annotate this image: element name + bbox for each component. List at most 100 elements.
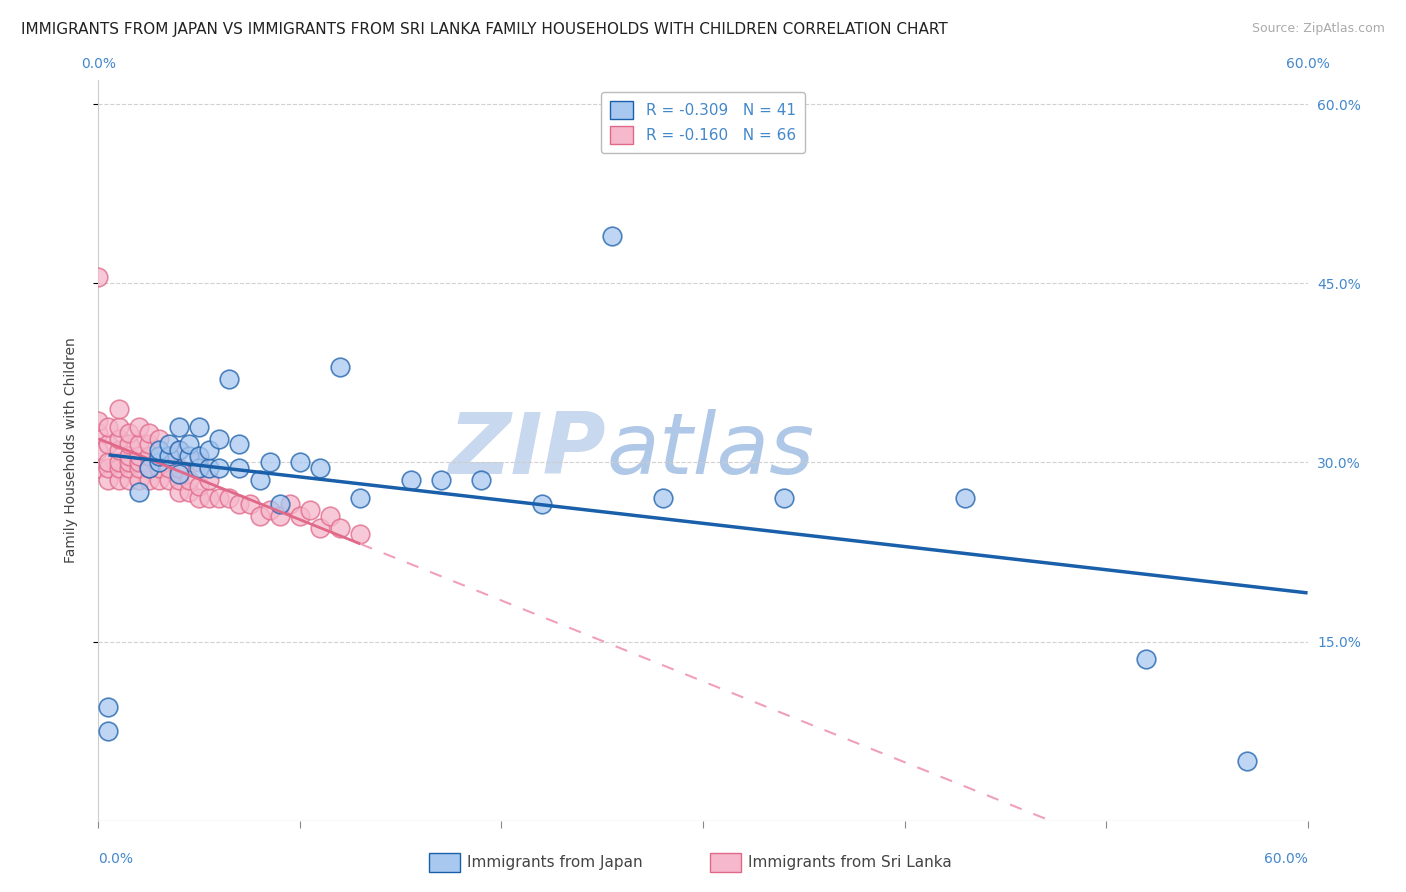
Point bbox=[349, 527, 371, 541]
Point bbox=[138, 437, 160, 451]
Point bbox=[309, 461, 332, 475]
Point bbox=[97, 437, 120, 451]
Point bbox=[188, 491, 211, 506]
Point bbox=[167, 467, 190, 482]
Point bbox=[107, 461, 129, 475]
Point bbox=[179, 450, 201, 464]
Point bbox=[651, 491, 673, 506]
Point bbox=[128, 473, 150, 487]
Point bbox=[198, 491, 221, 506]
Point bbox=[188, 479, 211, 493]
Text: ZIP: ZIP bbox=[449, 409, 606, 492]
Point bbox=[148, 473, 170, 487]
Point bbox=[118, 461, 141, 475]
Point bbox=[167, 443, 190, 458]
Point bbox=[128, 437, 150, 451]
Point bbox=[138, 461, 160, 475]
Point bbox=[128, 455, 150, 469]
Point bbox=[97, 700, 120, 714]
Point bbox=[198, 461, 221, 475]
Point bbox=[249, 509, 271, 524]
Point bbox=[259, 455, 281, 469]
Text: 0.0%: 0.0% bbox=[98, 852, 134, 866]
Point bbox=[218, 491, 240, 506]
Point bbox=[188, 455, 211, 469]
Point bbox=[259, 503, 281, 517]
Point bbox=[97, 473, 120, 487]
Point bbox=[157, 450, 180, 464]
Point bbox=[97, 455, 120, 469]
Point bbox=[208, 491, 231, 506]
Point bbox=[430, 473, 453, 487]
Point bbox=[179, 485, 201, 500]
Point bbox=[953, 491, 976, 506]
Point bbox=[188, 450, 211, 464]
Point bbox=[309, 521, 332, 535]
Point bbox=[269, 497, 291, 511]
Point bbox=[179, 473, 201, 487]
Text: Source: ZipAtlas.com: Source: ZipAtlas.com bbox=[1251, 22, 1385, 36]
Point bbox=[228, 437, 250, 451]
Point bbox=[97, 419, 120, 434]
Point bbox=[87, 425, 110, 440]
Text: Immigrants from Sri Lanka: Immigrants from Sri Lanka bbox=[748, 855, 952, 870]
Point bbox=[167, 461, 190, 475]
Point bbox=[228, 497, 250, 511]
Point bbox=[138, 425, 160, 440]
Point bbox=[299, 503, 322, 517]
Point bbox=[107, 443, 129, 458]
Point bbox=[87, 461, 110, 475]
Point bbox=[118, 450, 141, 464]
Point bbox=[288, 509, 311, 524]
Legend: R = -0.309   N = 41, R = -0.160   N = 66: R = -0.309 N = 41, R = -0.160 N = 66 bbox=[602, 92, 804, 153]
Point bbox=[228, 461, 250, 475]
Point bbox=[278, 497, 301, 511]
Point bbox=[107, 432, 129, 446]
Point bbox=[319, 509, 342, 524]
Point bbox=[1236, 754, 1258, 768]
Point bbox=[329, 521, 352, 535]
Point bbox=[128, 461, 150, 475]
Point bbox=[148, 450, 170, 464]
Point bbox=[118, 455, 141, 469]
Point bbox=[157, 473, 180, 487]
Point bbox=[188, 419, 211, 434]
Point bbox=[128, 485, 150, 500]
Point bbox=[148, 461, 170, 475]
Point bbox=[167, 419, 190, 434]
Point bbox=[399, 473, 422, 487]
Point bbox=[772, 491, 794, 506]
Point bbox=[208, 461, 231, 475]
Point bbox=[97, 461, 120, 475]
Point bbox=[157, 461, 180, 475]
Point bbox=[107, 401, 129, 416]
Point bbox=[128, 450, 150, 464]
Point bbox=[138, 450, 160, 464]
Y-axis label: Family Households with Children: Family Households with Children bbox=[63, 337, 77, 564]
Point bbox=[167, 473, 190, 487]
Point bbox=[97, 724, 120, 739]
Point bbox=[118, 425, 141, 440]
Point bbox=[157, 450, 180, 464]
Point bbox=[470, 473, 492, 487]
Point bbox=[198, 473, 221, 487]
Point bbox=[269, 509, 291, 524]
Point bbox=[329, 359, 352, 374]
Point bbox=[157, 437, 180, 451]
Point bbox=[188, 461, 211, 475]
Point bbox=[148, 455, 170, 469]
Point bbox=[148, 450, 170, 464]
Point bbox=[87, 414, 110, 428]
Point bbox=[138, 473, 160, 487]
Point bbox=[107, 419, 129, 434]
Point bbox=[179, 437, 201, 451]
Text: IMMIGRANTS FROM JAPAN VS IMMIGRANTS FROM SRI LANKA FAMILY HOUSEHOLDS WITH CHILDR: IMMIGRANTS FROM JAPAN VS IMMIGRANTS FROM… bbox=[21, 22, 948, 37]
Point bbox=[208, 432, 231, 446]
Point bbox=[249, 473, 271, 487]
Point bbox=[148, 443, 170, 458]
Point bbox=[128, 419, 150, 434]
Point bbox=[148, 432, 170, 446]
Point bbox=[87, 270, 110, 285]
Text: 60.0%: 60.0% bbox=[1264, 852, 1308, 866]
Text: atlas: atlas bbox=[606, 409, 814, 492]
